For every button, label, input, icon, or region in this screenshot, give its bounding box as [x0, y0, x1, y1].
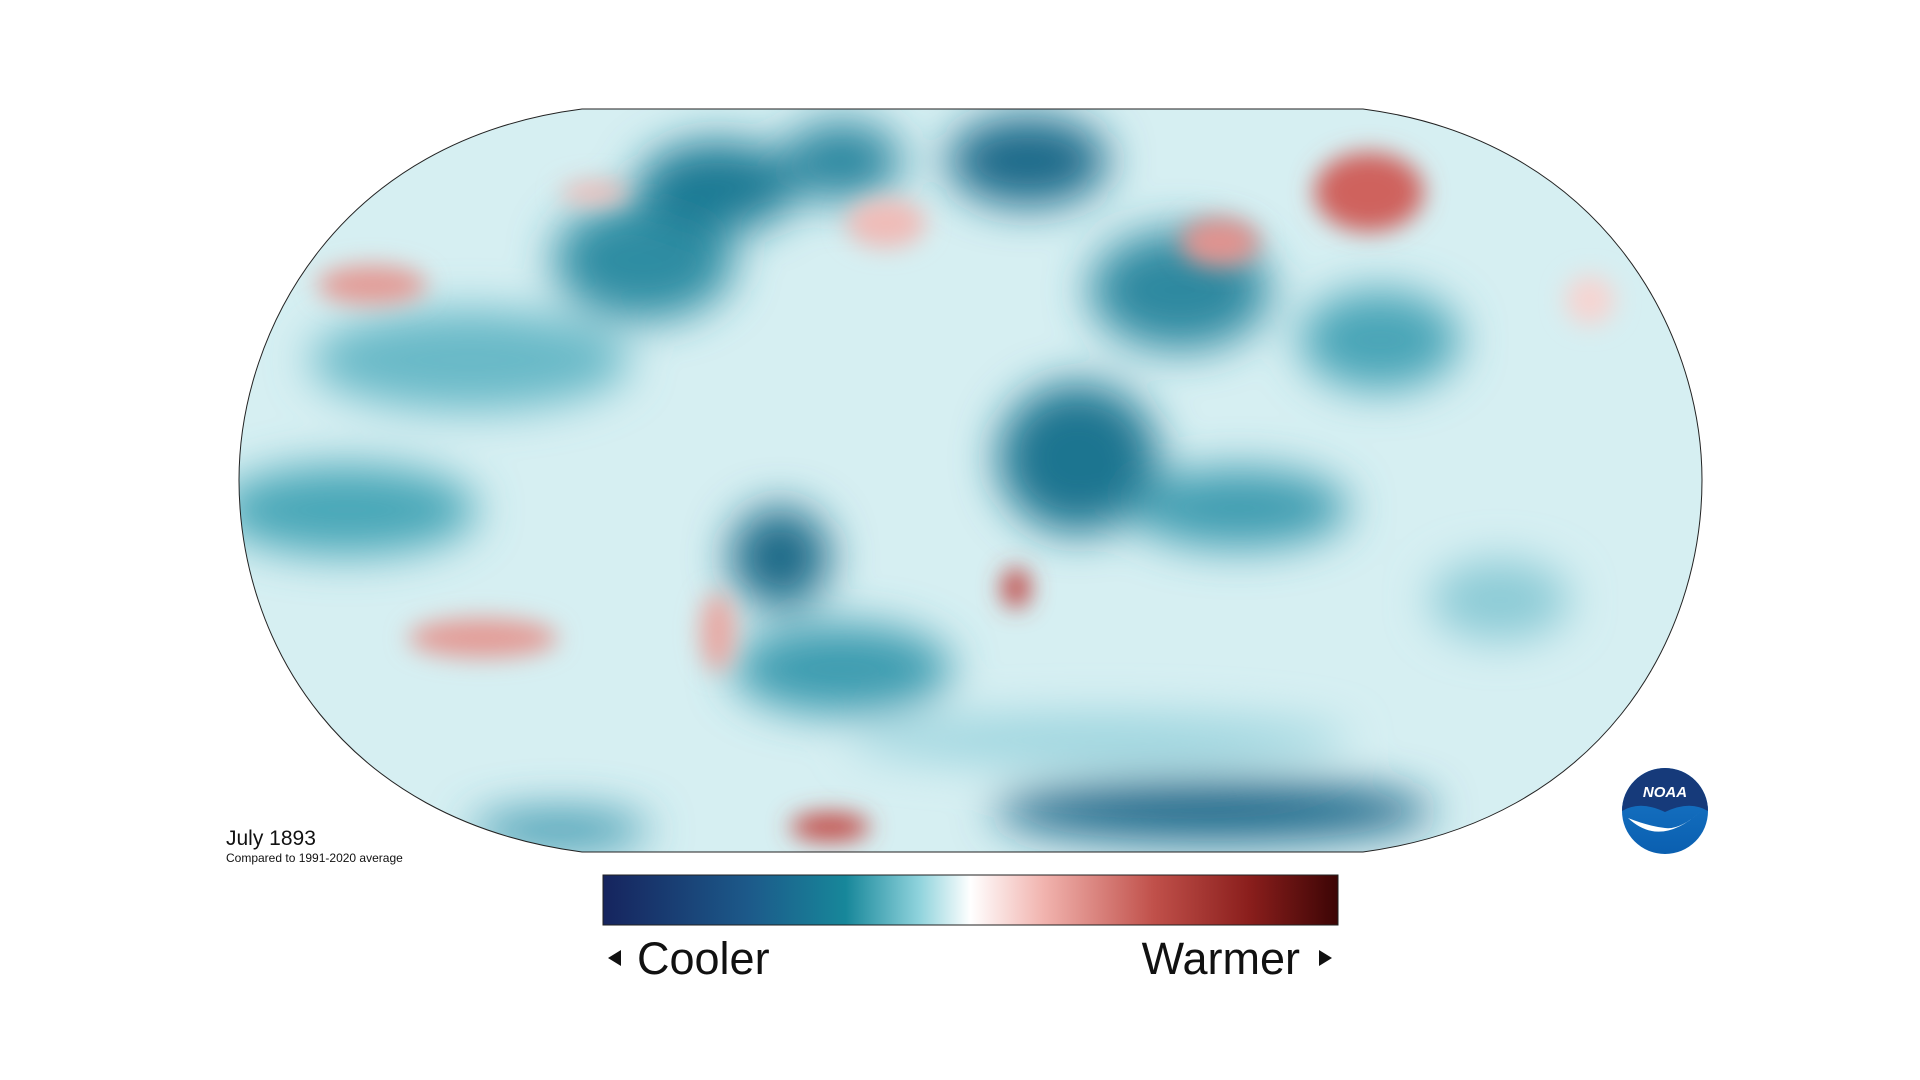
cooler-arrow [608, 950, 621, 966]
warm-regions [317, 152, 1615, 841]
legend-low-label: Cooler [637, 933, 770, 984]
anomaly-field [239, 109, 1702, 852]
noaa-logo: NOAA [1622, 768, 1708, 854]
warmer-arrow [1319, 950, 1332, 966]
legend-high-label: Warmer [1142, 933, 1300, 984]
colorbar [602, 874, 1339, 926]
map-title: July 1893 [226, 827, 316, 850]
map-subtitle: Compared to 1991-2020 average [226, 851, 403, 865]
map-outline [238, 108, 1703, 853]
cool-regions [239, 116, 1570, 850]
logo-text: NOAA [1643, 784, 1687, 801]
